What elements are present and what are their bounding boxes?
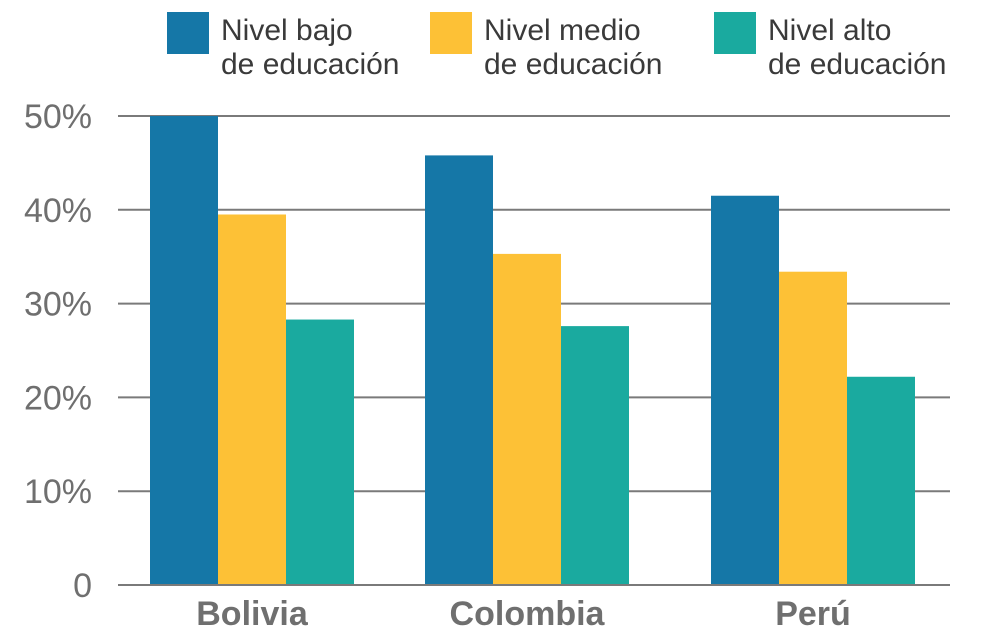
bar-bolivia-series-1	[150, 116, 218, 585]
legend-swatch-series-2	[430, 12, 472, 54]
y-tick-label: 40%	[24, 192, 92, 230]
legend-swatch-series-3	[714, 12, 756, 54]
y-axis-tick-labels: 0 10% 20% 30% 40% 50%	[24, 98, 92, 605]
y-tick-label: 20%	[24, 379, 92, 417]
legend-label-series-1: Nivel bajo de educación	[221, 14, 399, 81]
bar-per-series-1	[711, 195, 779, 586]
legend-swatch-series-1	[167, 12, 209, 54]
bar-bolivia-series-3	[286, 319, 354, 585]
bar-colombia-series-3	[561, 326, 629, 585]
y-tick-label: 10%	[24, 473, 92, 511]
x-tick-label: Colombia	[450, 595, 606, 630]
x-axis-tick-labels: Bolivia Colombia Perú	[196, 595, 851, 630]
legend-label-line: Nivel medio	[484, 14, 641, 47]
legend-label-line: de educación	[484, 48, 662, 81]
x-tick-label: Bolivia	[196, 595, 309, 630]
x-tick-label: Perú	[775, 595, 851, 630]
bar-colombia-series-1	[425, 155, 493, 585]
legend-label-series-2: Nivel medio de educación	[484, 14, 662, 81]
bar-bolivia-series-2	[218, 214, 286, 586]
bar-colombia-series-2	[493, 253, 561, 586]
legend-label-line: Nivel bajo	[221, 14, 353, 47]
y-tick-label: 50%	[24, 98, 92, 136]
legend-label-line: Nivel alto	[768, 14, 891, 47]
bar-per-series-3	[847, 376, 915, 585]
bars	[118, 116, 950, 586]
y-tick-label: 30%	[24, 286, 92, 324]
y-tick-label: 0	[73, 567, 92, 605]
legend-label-series-3: Nivel alto de educación	[768, 14, 946, 81]
bar-per-series-2	[779, 271, 847, 585]
legend-label-line: de educación	[768, 48, 946, 81]
legend-label-line: de educación	[221, 48, 399, 81]
